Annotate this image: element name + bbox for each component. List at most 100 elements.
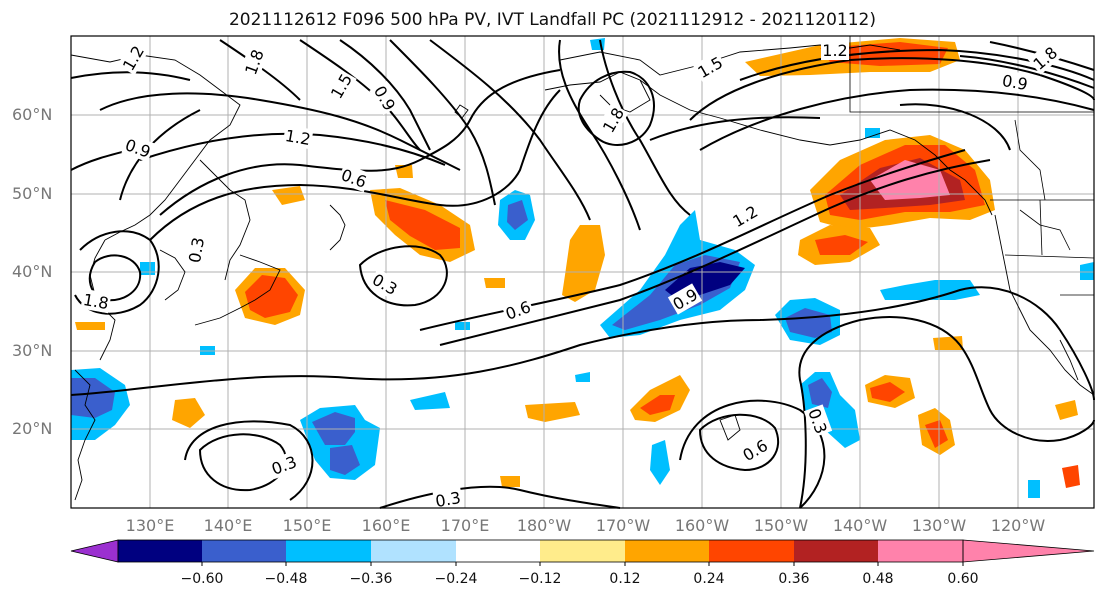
contour-label-bg [325,68,357,104]
graticule [71,36,1094,508]
lon-label: 150°E [282,516,332,535]
contour-label-bg [597,102,629,138]
shade-dateline [562,225,605,302]
colorbar-tick-label: −0.12 [518,571,562,587]
pv-contours [70,39,1095,509]
shade-small-blue-9 [575,372,590,382]
colorbar-tick-label: 0.48 [862,571,894,587]
shade-small-blue-3 [455,322,470,330]
lat-label: 40°N [12,262,53,281]
colorbar [70,539,1095,566]
ivt-shading-layer [71,38,1094,498]
shade-nw-coast-pink [870,160,950,200]
lon-label: 170°E [440,516,490,535]
colorbar-tick-label: −0.36 [349,571,393,587]
contour-label-bg [432,486,464,512]
contour-label-bg [282,124,314,150]
contour-label: 0.3 [185,236,208,264]
shade-japan-east-core [245,275,298,318]
shade-philippine-core [71,378,115,418]
contour-label: 0.9 [1001,71,1029,94]
contour-label-bg [121,133,155,163]
colorbar-swatch [286,540,371,562]
contour-label-bg [183,234,209,266]
lon-label: 140°W [832,516,888,535]
colorbar-tick-label: 0.60 [947,571,979,587]
shade-south-3 [1055,400,1078,420]
contour-label: 1.2 [822,41,847,60]
shade-east-blue [880,280,980,300]
shade-south-2 [172,398,205,428]
shade-small-blue-6 [1028,480,1040,498]
shade-small-blue-4 [865,128,880,138]
colorbar-tick-label: −0.48 [264,571,308,587]
colorbar-swatch [625,540,709,562]
lat-label: 50°N [12,184,53,203]
lon-label: 180°W [516,516,572,535]
shade-sub-blue-core [785,308,832,338]
shade-south-4 [1062,465,1080,488]
colorbar-tick-label: −0.24 [434,571,478,587]
map-title: 2021112612 F096 500 hPa PV, IVT Landfall… [228,10,876,30]
contour-label-bg [501,295,535,325]
contour-label: 1.2 [284,126,312,149]
map-frame [70,35,1095,509]
shade-small-blue-7 [590,38,605,50]
shade-small-blue-1 [650,440,670,485]
contour-label-bg [117,40,149,76]
shade-small-5 [75,322,105,330]
contour-label-bg [737,434,773,466]
contour-label-bg [821,40,849,60]
lon-label: 160°W [674,516,730,535]
colorbar-tick-label: −0.60 [180,571,224,587]
contour-label: 0.3 [434,488,462,511]
colorbar-swatch [202,540,286,562]
lon-label: 140°E [203,516,253,535]
colorbar-swatch [878,540,963,562]
lat-label: 60°N [12,105,53,124]
colorbar-tick-label: 0.12 [609,571,641,587]
shade-hawaii-north-core [640,395,675,415]
contour-label-bg [1027,41,1063,75]
shade-mid-blue [410,392,450,410]
colorbar-swatch [794,540,878,562]
colorbar-arrow-high [962,539,1095,563]
contour-label-bg [369,80,401,116]
lon-label: 160°E [361,516,411,535]
shade-wpac-south-core2 [330,445,360,475]
contour-label: 1.8 [82,290,110,313]
colorbar-swatch [456,540,540,562]
lon-label: 170°W [595,516,651,535]
shade-central-pac-core [385,200,460,250]
shade-central-blue-core [507,200,528,230]
shade-small-blue-8 [140,262,155,275]
colorbar-swatch [709,540,794,562]
contour-label-bg [80,288,112,314]
lon-label: 150°W [753,516,809,535]
lat-label: 20°N [12,419,53,438]
contour-label-bg [367,268,403,300]
shade-hawaii-blue-core [808,378,832,408]
shade-kamchatka [272,186,305,205]
contour-label-bg [692,51,728,83]
lat-label: 30°N [12,341,53,360]
colorbar-tick-label: 0.36 [778,571,810,587]
contour-label-bg [803,404,833,438]
colorbar-arrow-low [70,539,119,563]
contour-label-bg [337,163,371,193]
lon-label: 120°W [990,516,1046,535]
shade-small-2 [484,278,505,288]
colorbar-swatch [540,540,625,562]
shade-small-4 [500,476,520,487]
contour-label-bg [727,200,763,232]
contour-label-bg [999,69,1031,95]
shade-east-sub-core [870,382,905,402]
contour-label-bg [667,283,703,315]
colorbar-tick-label: 0.24 [693,571,725,587]
colorbar-swatch [118,540,202,562]
contour-label-bg [239,45,269,79]
shade-coast-south-core [815,235,868,255]
contour-label-bg [267,450,301,480]
shade-mex-1-core [925,420,948,448]
